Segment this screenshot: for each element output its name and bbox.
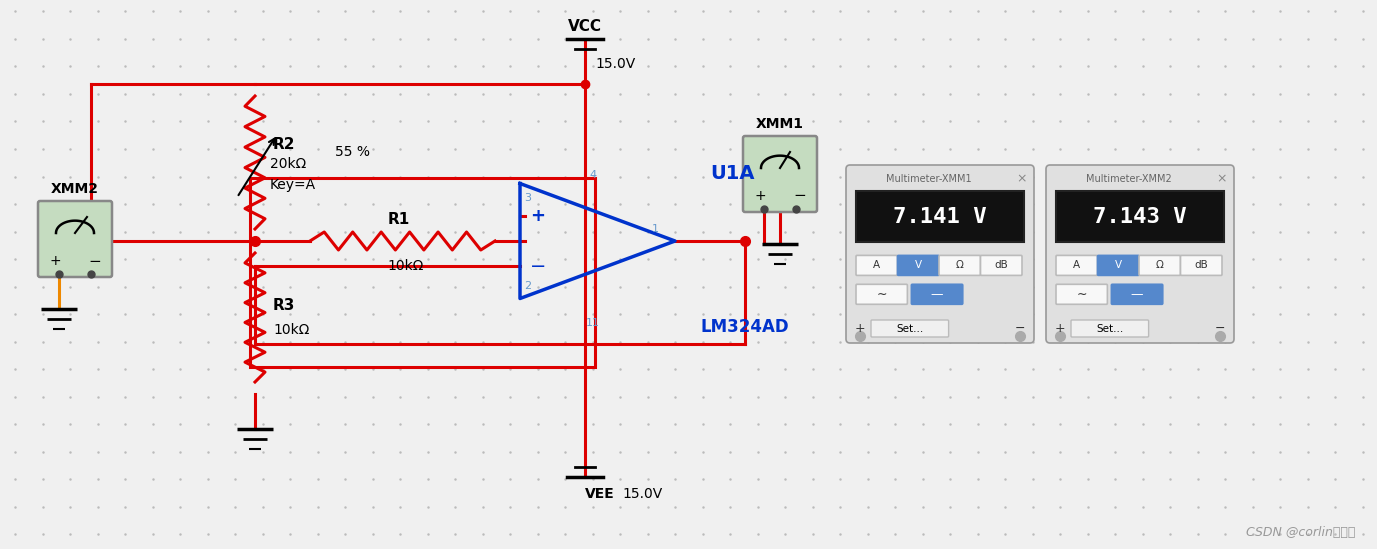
Text: +: +: [50, 254, 61, 268]
Text: V: V: [914, 260, 921, 271]
Bar: [1056, 191, 1224, 242]
Text: 55 %: 55 %: [335, 145, 370, 160]
FancyBboxPatch shape: [856, 284, 907, 304]
FancyBboxPatch shape: [1047, 165, 1234, 343]
FancyBboxPatch shape: [1056, 284, 1107, 304]
FancyBboxPatch shape: [39, 201, 112, 277]
Text: A: A: [1073, 260, 1081, 271]
Text: R1: R1: [387, 211, 410, 227]
Text: Ω: Ω: [956, 260, 964, 271]
Text: R2: R2: [273, 137, 296, 152]
Text: +: +: [1055, 322, 1066, 334]
Text: Set...: Set...: [1096, 323, 1124, 333]
Text: +: +: [530, 207, 545, 225]
Text: VEE: VEE: [585, 487, 614, 501]
Text: Multimeter-XMM2: Multimeter-XMM2: [1086, 175, 1172, 184]
FancyBboxPatch shape: [1056, 255, 1097, 276]
FancyBboxPatch shape: [744, 136, 817, 212]
Text: ∼: ∼: [876, 288, 887, 301]
FancyBboxPatch shape: [898, 255, 939, 276]
FancyBboxPatch shape: [872, 320, 949, 337]
Text: R3: R3: [273, 298, 296, 313]
Text: LM324AD: LM324AD: [700, 317, 789, 335]
FancyBboxPatch shape: [856, 255, 898, 276]
Text: —: —: [1131, 288, 1143, 301]
Text: −: −: [793, 188, 807, 204]
Text: XMM2: XMM2: [51, 182, 99, 196]
Text: 7.141 V: 7.141 V: [894, 206, 987, 227]
FancyBboxPatch shape: [980, 255, 1022, 276]
FancyBboxPatch shape: [1139, 255, 1180, 276]
Text: CSDN @corlin工作室: CSDN @corlin工作室: [1246, 526, 1355, 539]
Text: XMM1: XMM1: [756, 117, 804, 131]
FancyBboxPatch shape: [1071, 320, 1148, 337]
Text: 1: 1: [651, 224, 658, 234]
Text: Multimeter-XMM1: Multimeter-XMM1: [887, 175, 972, 184]
FancyBboxPatch shape: [1111, 284, 1162, 304]
Text: +: +: [855, 322, 865, 334]
Text: +: +: [755, 189, 766, 203]
Text: dB: dB: [994, 260, 1008, 271]
FancyBboxPatch shape: [912, 284, 963, 304]
Text: dB: dB: [1194, 260, 1208, 271]
Text: 7.143 V: 7.143 V: [1093, 206, 1187, 227]
Bar: [856, 191, 1024, 242]
Text: 20kΩ: 20kΩ: [270, 158, 306, 171]
Text: 2: 2: [525, 281, 532, 292]
Text: −: −: [530, 257, 547, 276]
Text: VCC: VCC: [567, 19, 602, 34]
Text: −: −: [88, 254, 102, 268]
Text: —: —: [931, 288, 943, 301]
Text: Ω: Ω: [1155, 260, 1164, 271]
Text: 15.0V: 15.0V: [622, 487, 662, 501]
Text: ×: ×: [1016, 173, 1027, 186]
Text: 11: 11: [587, 318, 600, 328]
Bar: [852, 171, 1029, 190]
FancyBboxPatch shape: [845, 165, 1034, 343]
FancyBboxPatch shape: [939, 255, 980, 276]
Bar: [251, 178, 595, 367]
Text: 15.0V: 15.0V: [595, 57, 635, 71]
Text: ∼: ∼: [1077, 288, 1086, 301]
Text: ×: ×: [1217, 173, 1227, 186]
Text: A: A: [873, 260, 880, 271]
FancyBboxPatch shape: [1180, 255, 1221, 276]
Text: 3: 3: [525, 193, 532, 203]
Bar: [1052, 171, 1228, 190]
Text: 10kΩ: 10kΩ: [387, 259, 424, 273]
Text: 4: 4: [589, 171, 596, 181]
Text: −: −: [1015, 322, 1026, 334]
Text: Set...: Set...: [896, 323, 924, 333]
Text: −: −: [1215, 322, 1226, 334]
FancyBboxPatch shape: [1097, 255, 1139, 276]
Text: V: V: [1115, 260, 1122, 271]
Text: 10kΩ: 10kΩ: [273, 322, 310, 337]
Text: Key=A: Key=A: [270, 177, 317, 192]
Text: U1A: U1A: [711, 164, 755, 183]
